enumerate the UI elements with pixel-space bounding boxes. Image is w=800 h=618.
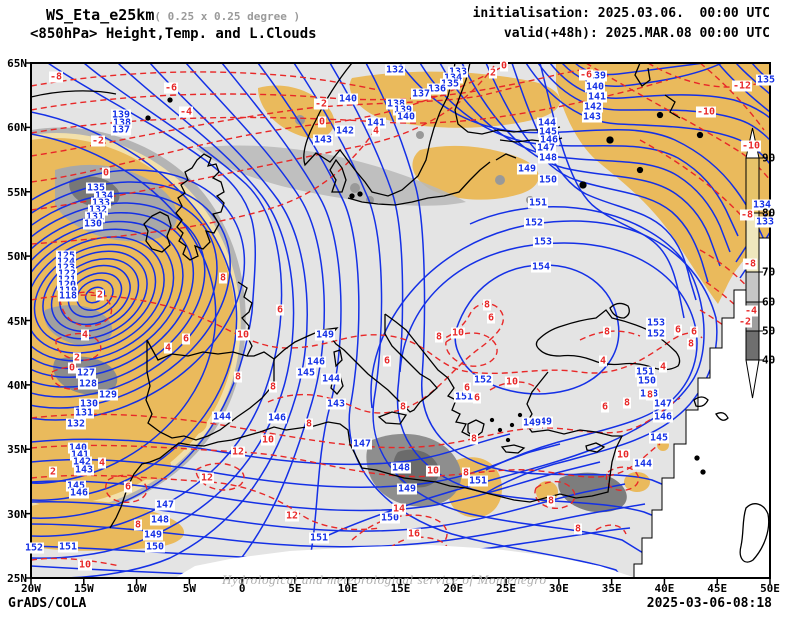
chart-title: WS_Eta_e25km( 0.25 x 0.25 degree ): [46, 6, 300, 24]
creation-timestamp: 2025-03-06-08:18: [646, 596, 772, 611]
model-resolution: ( 0.25 x 0.25 degree ): [154, 10, 301, 23]
model-name: WS_Eta_e25km: [46, 6, 155, 24]
watermark: Hydrological and meteorological service …: [222, 572, 547, 587]
grads-credit: GrADS/COLA: [8, 596, 87, 611]
no-data-region: [175, 237, 770, 578]
initialisation-time: initialisation: 2025.03.06. 00:00 UTC: [472, 6, 770, 21]
map-frame: [25, 62, 771, 584]
temperature-contours: [31, 63, 770, 567]
valid-time: valid(+48h): 2025.MAR.08 00:00 UTC: [503, 26, 770, 41]
axis-ticks: [25, 62, 771, 584]
chart-subtitle: <850hPa> Height,Temp. and L.Clouds: [30, 26, 317, 42]
